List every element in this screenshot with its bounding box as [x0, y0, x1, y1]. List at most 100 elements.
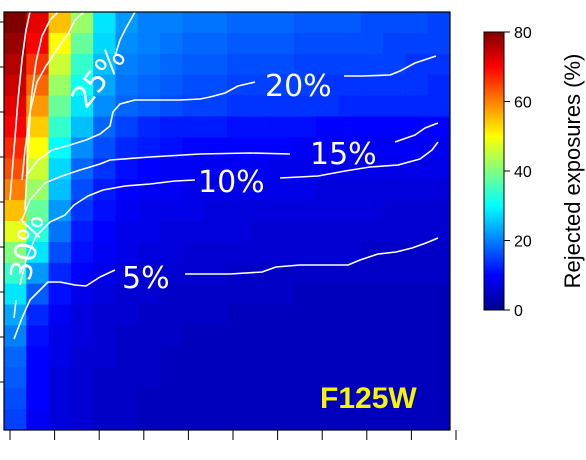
heatmap-cell [360, 53, 384, 76]
heatmap-cell [160, 241, 183, 264]
heatmap-cell [383, 137, 406, 159]
heatmap-cell [137, 304, 161, 327]
heatmap-cell [115, 116, 139, 138]
heatmap-cell [93, 95, 117, 118]
heatmap-cell [26, 221, 50, 243]
heatmap-cell [26, 367, 50, 389]
heatmap-cell [204, 200, 228, 222]
heatmap-cell [316, 346, 340, 368]
heatmap-cell [316, 137, 340, 159]
heatmap-cell [427, 12, 450, 34]
heatmap-cell [249, 221, 273, 243]
heatmap-cell [227, 116, 250, 138]
heatmap-cell [115, 74, 139, 97]
heatmap-cell [4, 409, 27, 430]
heatmap-cell [4, 346, 27, 368]
colorbar-ticks: 0 20 40 60 80 [504, 25, 532, 320]
heatmap-cell [316, 388, 340, 410]
heatmap-cell [70, 12, 94, 34]
heatmap-cell [93, 137, 117, 159]
heatmap-cell [204, 32, 228, 55]
heatmap-cell [383, 95, 406, 118]
heatmap-cell [227, 53, 250, 76]
heatmap-cell [360, 95, 384, 118]
heatmap-cell [271, 179, 295, 201]
heatmap-cell [70, 179, 94, 201]
heatmap-cell [360, 137, 384, 159]
heatmap-cell [249, 325, 273, 347]
heatmap-cell [383, 262, 406, 285]
heatmap-cell [271, 241, 295, 264]
heatmap-cell [338, 367, 362, 389]
heatmap-cell [137, 158, 161, 180]
heatmap-cell [271, 74, 295, 97]
heatmap-cell [338, 12, 362, 34]
heatmap-cell [227, 221, 250, 243]
heatmap-cell [182, 221, 206, 243]
contour-lines [9, 12, 439, 340]
heatmap-cell [405, 283, 429, 306]
heatmap-cell [26, 346, 50, 368]
contour-line-5 [13, 237, 439, 340]
heatmap-cell [48, 262, 72, 285]
heatmap-cell [48, 346, 72, 368]
heatmap-cell [93, 304, 117, 327]
heatmap-cell [316, 116, 340, 138]
heatmap-cell [93, 32, 117, 55]
heatmap-cell [70, 53, 94, 76]
heatmap-cell [137, 241, 161, 264]
heatmap-cell [227, 283, 250, 306]
heatmap-cell [293, 200, 317, 222]
heatmap-cell [316, 158, 340, 180]
heatmap-cell [271, 409, 295, 430]
heatmap-cell [360, 388, 384, 410]
heatmap-cell [4, 241, 27, 264]
heatmap-cell [338, 74, 362, 97]
heatmap-cell [4, 388, 27, 410]
heatmap-cell [293, 95, 317, 118]
heatmap-cell [338, 346, 362, 368]
heatmap-cell [383, 74, 406, 97]
heatmap-cell [26, 283, 50, 306]
heatmap-cell [137, 200, 161, 222]
heatmap-cell [293, 346, 317, 368]
heatmap-cell [360, 221, 384, 243]
heatmap-cell [182, 74, 206, 97]
heatmap-cell [249, 74, 273, 97]
heatmap-cell [427, 346, 450, 368]
heatmap-cell [405, 262, 429, 285]
heatmap-cell [249, 241, 273, 264]
heatmap-cell [383, 116, 406, 138]
heatmap-cell [316, 200, 340, 222]
heatmap-cell [293, 53, 317, 76]
heatmap-cell [4, 367, 27, 389]
heatmap-cell [70, 304, 94, 327]
heatmap-cell [383, 304, 406, 327]
heatmap-cell [204, 137, 228, 159]
heatmap-cell [383, 200, 406, 222]
heatmap-cell [271, 116, 295, 138]
contour-line-10 [19, 141, 439, 286]
heatmap-cell [204, 116, 228, 138]
heatmap-cell [115, 262, 139, 285]
heatmap-cell [48, 409, 72, 430]
heatmap-cell [405, 346, 429, 368]
heatmap-cell [48, 388, 72, 410]
heatmap-cell [182, 283, 206, 306]
heatmap-cell [93, 346, 117, 368]
heatmap-cell [115, 346, 139, 368]
heatmap-cell [115, 12, 139, 34]
heatmap-cell [316, 367, 340, 389]
heatmap-cell [70, 388, 94, 410]
heatmap-cell [249, 53, 273, 76]
contour-label-20: 20% [265, 69, 332, 104]
heatmap-cell [204, 95, 228, 118]
heatmap-cell [360, 346, 384, 368]
heatmap-cell [26, 158, 50, 180]
heatmap-cell [137, 346, 161, 368]
heatmap-cell [316, 325, 340, 347]
heatmap-cell [26, 32, 50, 55]
heatmap-cell [383, 53, 406, 76]
plot-axis-ticks [0, 21, 457, 440]
heatmap-cell [249, 346, 273, 368]
